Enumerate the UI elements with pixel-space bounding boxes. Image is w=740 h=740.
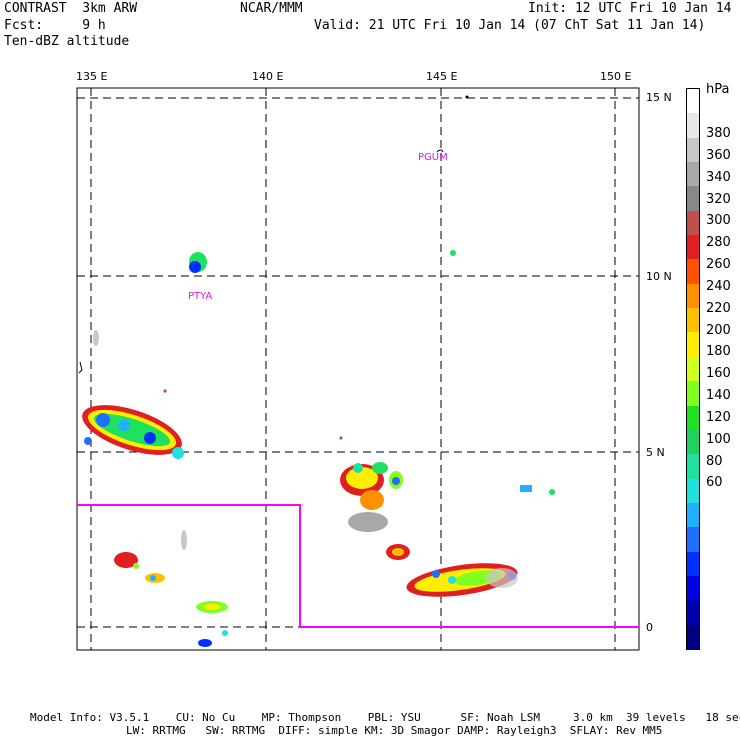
colorbar-segment — [687, 356, 699, 382]
lon-label-135: 135 E — [76, 70, 108, 83]
colorbar-segment — [687, 527, 699, 553]
colorbar-label: 180 — [706, 344, 731, 360]
colorbar-segment — [687, 113, 699, 139]
station-label-pgum: PGUM — [418, 152, 448, 163]
colorbar-segment — [687, 600, 699, 626]
colorbar-label: 100 — [706, 431, 731, 447]
valid-time: Valid: 21 UTC Fri 10 Jan 14 (07 ChT Sat … — [314, 18, 706, 33]
colorbar-segment — [687, 89, 699, 114]
init-time: Init: 12 UTC Fri 10 Jan 14 — [528, 1, 732, 16]
colorbar-segment — [687, 624, 699, 650]
lon-label-140: 140 E — [252, 70, 284, 83]
colorbar — [686, 88, 700, 650]
colorbar-segment — [687, 429, 699, 455]
colorbar-label: 380 — [706, 126, 731, 141]
colorbar-label: 280 — [706, 235, 731, 251]
colorbar-segment — [687, 405, 699, 431]
radar-echo-central-cluster — [340, 462, 410, 560]
radar-echo-band-west — [82, 405, 184, 459]
model-info-line1: Model Info: V3.5.1 CU: No Cu MP: Thompso… — [30, 711, 740, 724]
lat-label-0: 0 — [646, 621, 653, 634]
colorbar-segment — [687, 478, 699, 504]
radar-echo-north-cell — [189, 252, 207, 273]
guam-coastline — [436, 149, 444, 153]
colorbar-segment — [687, 283, 699, 309]
colorbar-label: 80 — [706, 453, 723, 469]
colorbar-segment — [687, 308, 699, 334]
lat-label-10n: 10 N — [646, 270, 672, 283]
lon-label-145: 145 E — [426, 70, 458, 83]
colorbar-segment — [687, 186, 699, 212]
colorbar-label: 220 — [706, 300, 731, 316]
colorbar-segment — [687, 235, 699, 261]
lat-lon-grid — [77, 88, 639, 650]
colorbar-label: 60 — [706, 475, 723, 491]
field-name: Ten-dBZ altitude — [4, 34, 130, 49]
map-frame — [76, 87, 640, 651]
colorbar-label: 140 — [706, 388, 731, 404]
colorbar-segment — [687, 575, 699, 601]
colorbar-segment — [687, 381, 699, 407]
colorbar-segment — [687, 259, 699, 285]
colorbar-label: 340 — [706, 169, 731, 185]
model-title: CONTRAST 3km ARW — [4, 1, 138, 16]
colorbar-label: 360 — [706, 147, 731, 163]
colorbar-label: 160 — [706, 366, 731, 382]
colorbar-segment — [687, 162, 699, 188]
colorbar-label: 320 — [706, 191, 731, 207]
lon-label-150: 150 E — [600, 70, 632, 83]
colorbar-segment — [687, 137, 699, 163]
colorbar-segment — [687, 332, 699, 358]
colorbar-segment — [687, 551, 699, 577]
inner-domain-boundary — [77, 504, 639, 628]
lat-label-15n: 15 N — [646, 91, 672, 104]
palau-coastline — [78, 361, 83, 374]
center-label: NCAR/MMM — [240, 1, 303, 16]
colorbar-segment — [687, 454, 699, 480]
colorbar-label: 300 — [706, 213, 731, 229]
colorbar-label: 200 — [706, 322, 731, 338]
island-dot — [465, 95, 469, 99]
model-info-line2: LW: RRTMG SW: RRTMG DIFF: simple KM: 3D … — [126, 724, 663, 737]
station-label-ptya: PTYA — [188, 291, 213, 302]
colorbar-segment — [687, 502, 699, 528]
colorbar-segment — [687, 210, 699, 236]
colorbar-label: 120 — [706, 409, 731, 425]
colorbar-label: 240 — [706, 278, 731, 294]
colorbar-label: 260 — [706, 257, 731, 273]
radar-echo-east-band — [406, 563, 518, 597]
radar-echo-small-cells — [93, 250, 555, 647]
lat-label-5n: 5 N — [646, 446, 665, 459]
colorbar-unit: hPa — [706, 82, 730, 97]
forecast-hour: Fcst: 9 h — [4, 18, 106, 33]
